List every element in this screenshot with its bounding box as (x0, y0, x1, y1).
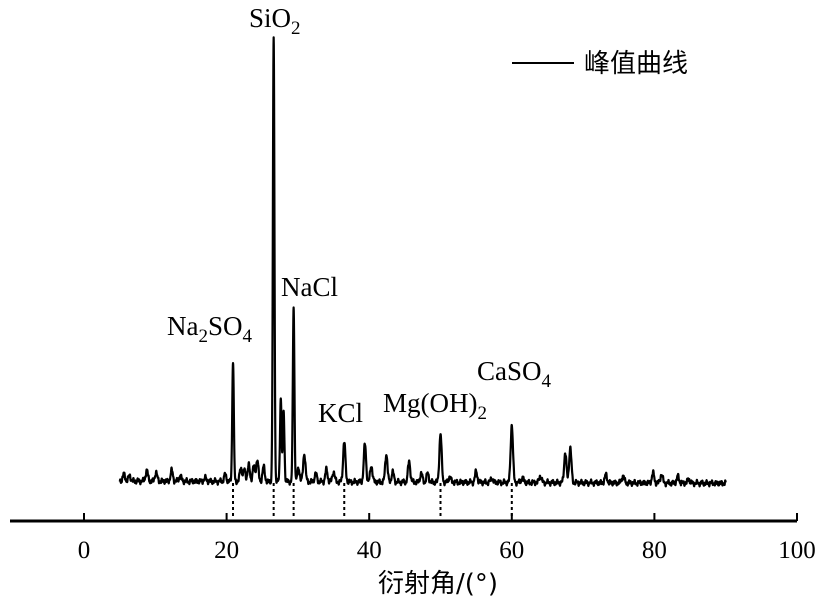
legend: 峰值曲线 (512, 49, 688, 79)
peak-label: Mg(OH)2 (383, 388, 487, 424)
x-tick-label: 0 (78, 537, 91, 564)
reference-lines (232, 483, 513, 519)
x-axis-label: 衍射角/(°) (378, 569, 498, 599)
x-tick-label: 80 (642, 537, 667, 564)
series-group (118, 36, 727, 488)
x-tick-label: 40 (357, 537, 382, 564)
x-tick-label: 20 (214, 537, 239, 564)
peak-label: CaSO4 (477, 356, 552, 392)
x-tick-label: 100 (778, 537, 816, 564)
peak-label: NaCl (281, 272, 338, 302)
x-ticks: 0 20 40 60 80 100 (78, 513, 816, 564)
legend-label: 峰值曲线 (584, 49, 688, 79)
peak-label: KCl (318, 398, 363, 428)
series-line (118, 36, 727, 488)
peak-label: SiO2 (249, 3, 301, 39)
x-tick-label: 60 (499, 537, 524, 564)
peak-label: Na2SO4 (167, 311, 253, 347)
